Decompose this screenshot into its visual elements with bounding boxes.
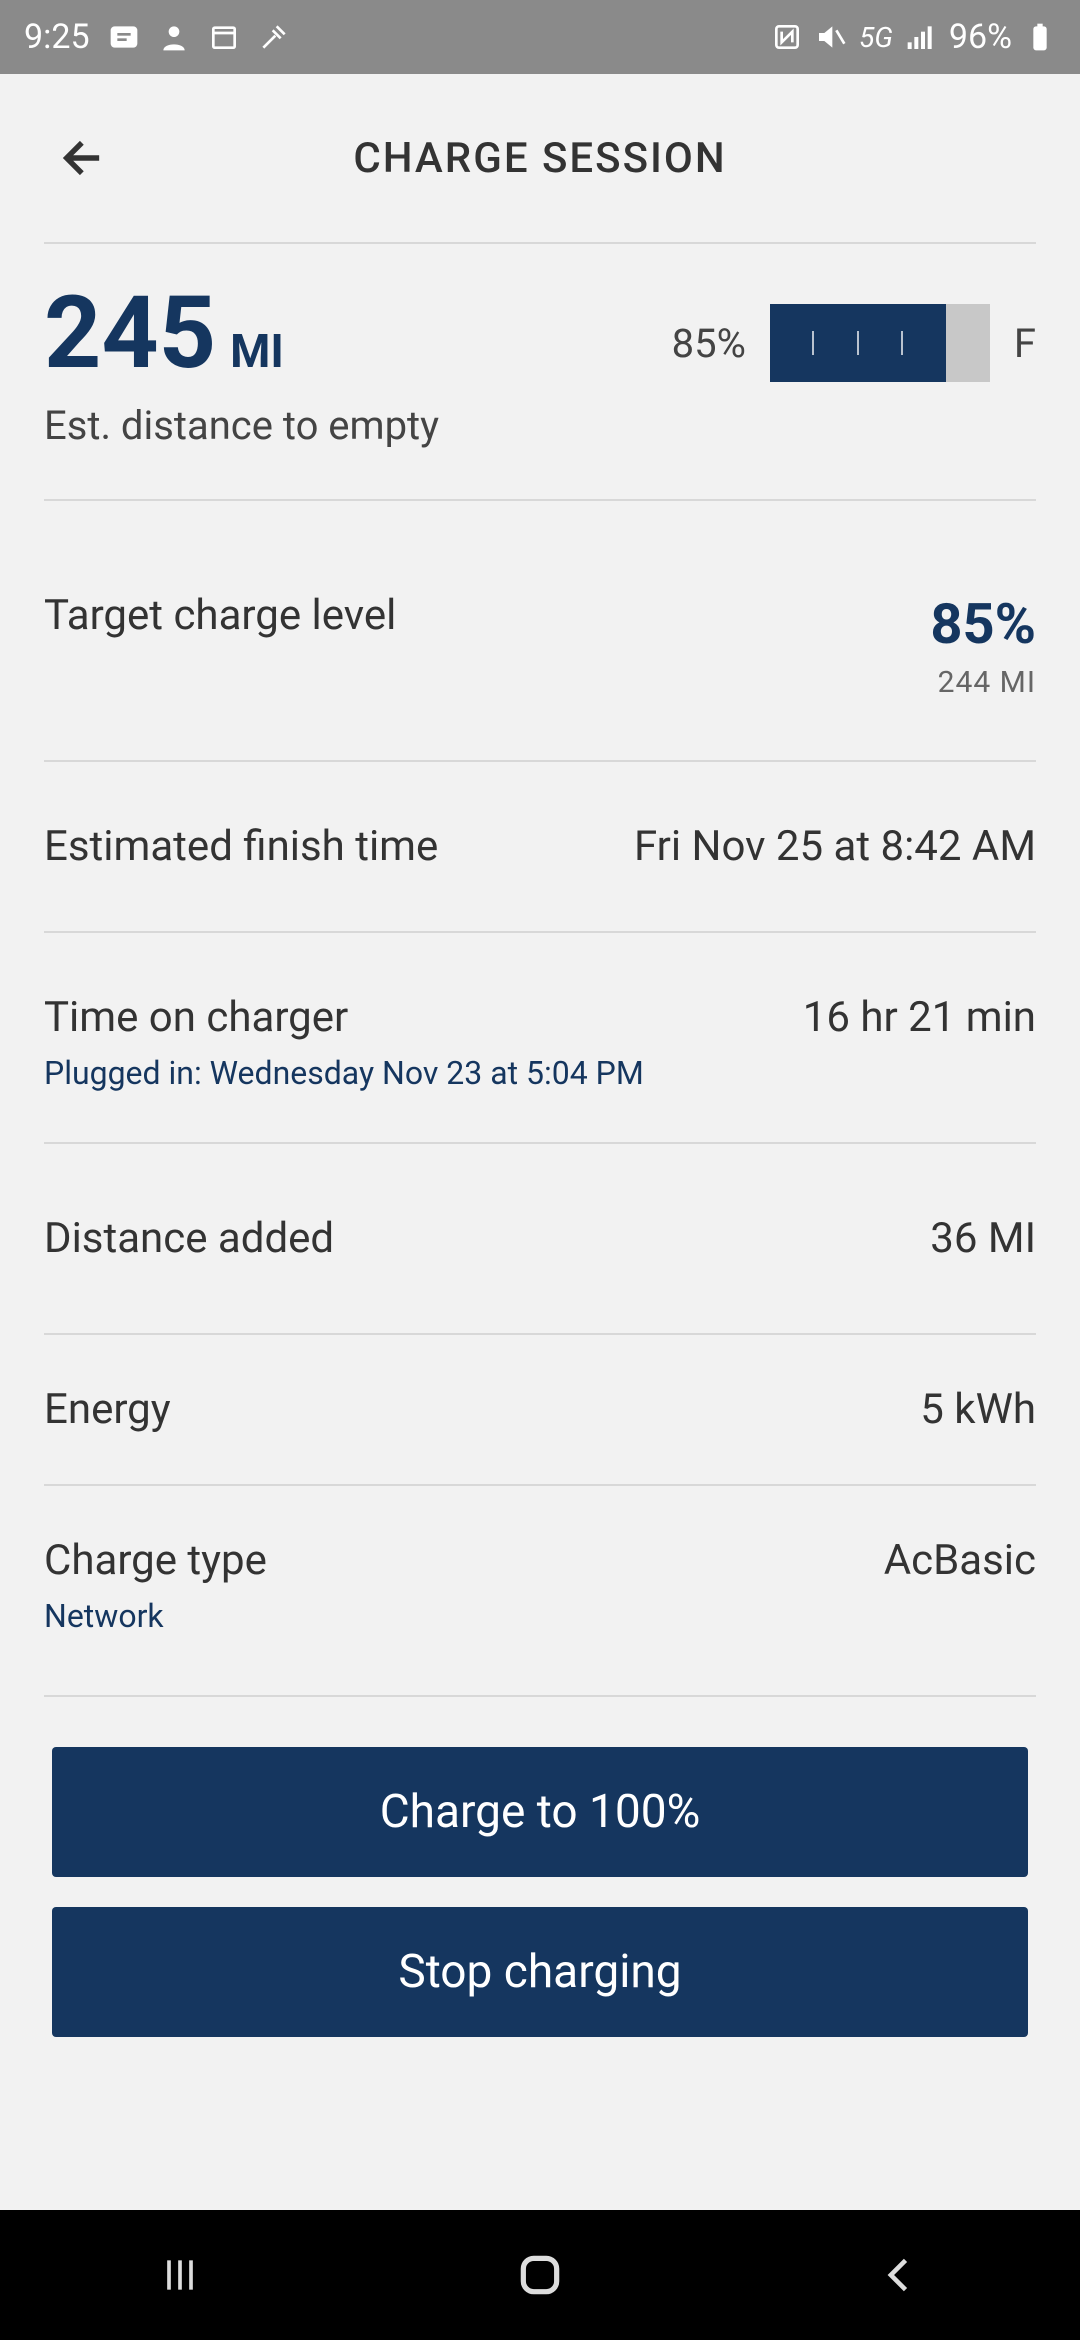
- time-on-charger-row: Time on charger Plugged in: Wednesday No…: [44, 933, 1036, 1144]
- target-label: Target charge level: [44, 591, 396, 640]
- recent-apps-button[interactable]: [145, 2240, 215, 2310]
- distance-added-row: Distance added 36 MI: [44, 1144, 1036, 1335]
- distance-unit: MI: [230, 325, 284, 379]
- charge-type-row: Charge type Network AcBasic: [44, 1486, 1036, 1697]
- android-nav-bar: [0, 2210, 1080, 2340]
- ctype-value: AcBasic: [884, 1536, 1036, 1585]
- finish-label: Estimated finish time: [44, 822, 438, 871]
- person-icon: [158, 21, 190, 53]
- message-icon: [108, 21, 140, 53]
- timeon-value: 16 hr 21 min: [803, 993, 1036, 1042]
- home-button[interactable]: [505, 2240, 575, 2310]
- battery-fill: [770, 304, 946, 382]
- dist-added-label: Distance added: [44, 1214, 334, 1263]
- target-charge-row[interactable]: Target charge level 85% 244 MI: [44, 501, 1036, 762]
- distance-section: 245 MI Est. distance to empty 85% F: [44, 244, 1036, 501]
- status-bar: 9:25 5G 96%: [0, 0, 1080, 74]
- distance-value: 245: [44, 284, 216, 384]
- ctype-sub: Network: [44, 1597, 267, 1635]
- nfc-icon: [771, 21, 803, 53]
- energy-label: Energy: [44, 1385, 171, 1434]
- signal-icon: [905, 21, 937, 53]
- stop-charging-button[interactable]: Stop charging: [52, 1907, 1028, 2037]
- ctype-label: Charge type: [44, 1536, 267, 1585]
- battery-pct: 96%: [949, 17, 1012, 57]
- finish-time-row: Estimated finish time Fri Nov 25 at 8:42…: [44, 762, 1036, 933]
- status-time: 9:25: [24, 17, 90, 57]
- target-pct: 85%: [930, 591, 1036, 657]
- energy-row: Energy 5 kWh: [44, 1335, 1036, 1486]
- finish-value: Fri Nov 25 at 8:42 AM: [634, 822, 1036, 871]
- mute-icon: [815, 21, 847, 53]
- back-nav-button[interactable]: [865, 2240, 935, 2310]
- charge-to-100-button[interactable]: Charge to 100%: [52, 1747, 1028, 1877]
- energy-value: 5 kWh: [920, 1385, 1036, 1434]
- gavel-icon: [258, 21, 290, 53]
- network-label: 5G: [859, 21, 893, 54]
- timeon-label: Time on charger: [44, 993, 644, 1042]
- dist-added-value: 36 MI: [930, 1214, 1036, 1263]
- full-label: F: [1014, 320, 1036, 367]
- battery-gauge: [770, 304, 990, 382]
- calendar-icon: [208, 21, 240, 53]
- target-miles: 244 MI: [930, 665, 1036, 700]
- distance-subtitle: Est. distance to empty: [44, 402, 672, 449]
- battery-icon: [1024, 21, 1056, 53]
- header: CHARGE SESSION: [44, 74, 1036, 244]
- timeon-sub: Plugged in: Wednesday Nov 23 at 5:04 PM: [44, 1054, 644, 1092]
- charge-pct-label: 85%: [672, 320, 746, 367]
- back-button[interactable]: [54, 128, 114, 188]
- page-title: CHARGE SESSION: [44, 134, 1036, 183]
